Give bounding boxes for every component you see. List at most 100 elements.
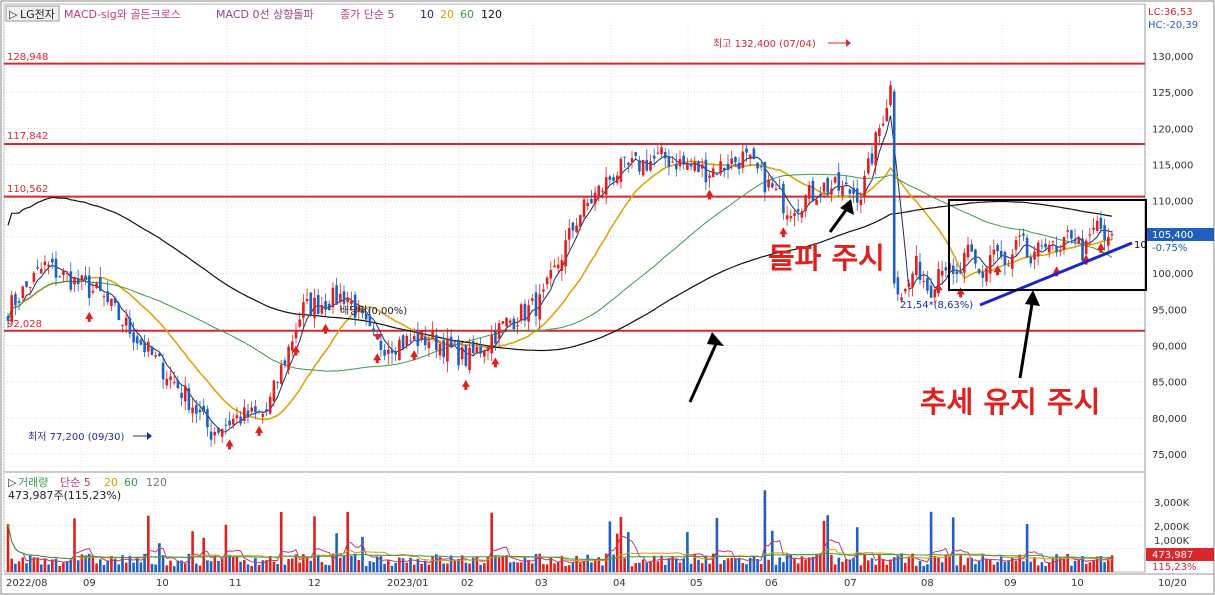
volume-ma-label: 단순 5 (60, 476, 91, 489)
ma-period-120: 120 (481, 8, 502, 21)
x-label: 2023/01 (387, 578, 429, 589)
candle-body (220, 428, 224, 437)
candle-body (678, 159, 682, 167)
candle-body (1062, 236, 1066, 250)
volume-bar (508, 562, 512, 572)
candle-body (1073, 239, 1077, 242)
volume-bar (604, 553, 608, 572)
volume-bar (158, 543, 161, 572)
volume-bar (734, 558, 737, 572)
volume-bar (309, 560, 313, 572)
candle-body (243, 407, 246, 421)
candle-body (113, 297, 117, 304)
volume-bar (457, 559, 460, 572)
volume-bar (1033, 557, 1036, 572)
candle-body (294, 331, 298, 339)
volume-bar (117, 564, 121, 572)
candle-body (542, 289, 545, 292)
level-label: 128,948 (7, 52, 48, 63)
candle-body (774, 188, 778, 191)
candle-body (759, 166, 763, 168)
volume-bar (778, 557, 781, 572)
candle-body (933, 289, 937, 298)
volume-bar (379, 556, 383, 572)
candle-body (538, 294, 541, 320)
volume-bar (183, 563, 187, 572)
volume-bar (305, 556, 309, 572)
candle-body (955, 271, 959, 275)
price-tick: 120,000 (1152, 124, 1193, 135)
candle-body (412, 336, 416, 340)
support-arrow (688, 343, 718, 403)
candle-body (579, 215, 582, 227)
volume-bar (446, 563, 449, 572)
candle-body (734, 156, 737, 163)
volume-bar (608, 521, 612, 572)
volume-bar (132, 562, 135, 572)
candle-body (464, 345, 468, 366)
volume-bar (634, 563, 637, 572)
current-change: -0.75% (1152, 243, 1187, 254)
candle-body (490, 335, 493, 354)
volume-bar (789, 555, 793, 572)
candle-body (350, 300, 353, 304)
volume-bar (76, 560, 80, 572)
volume-bar (331, 553, 335, 572)
candle-body (62, 270, 65, 276)
volume-bar (874, 564, 877, 572)
stock-name-box[interactable] (5, 5, 60, 22)
volume-bar (1095, 556, 1099, 572)
candle-body (1066, 230, 1069, 232)
x-label: 04 (613, 578, 626, 589)
candle-body (896, 277, 900, 295)
volume-bar (364, 566, 368, 572)
candle-body (789, 216, 793, 219)
candle-body (575, 225, 578, 233)
hc-value: HC:-20,39 (1148, 20, 1198, 31)
volume-bar (940, 562, 944, 572)
candle-body (257, 411, 261, 413)
candle-body (604, 177, 608, 195)
volume-bar (675, 558, 678, 572)
volume-bar (682, 558, 685, 572)
candle-body (689, 163, 693, 167)
volume-bar (881, 559, 885, 572)
volume-grid (4, 501, 1145, 550)
candle-body (132, 332, 135, 343)
breakout-label: 돌파 주시 (768, 241, 885, 275)
candle-body (309, 292, 313, 316)
candle-body (737, 162, 741, 170)
volume-bar (283, 564, 287, 572)
volume-bar (667, 558, 671, 572)
candle-body (435, 334, 438, 350)
volume-bar (1003, 561, 1007, 572)
price-grid (4, 55, 1145, 455)
volume-bar (948, 556, 951, 572)
candle-body (992, 249, 996, 255)
volume-bar (892, 557, 896, 572)
volume-bar (771, 530, 774, 572)
candle-body (830, 188, 833, 195)
volume-bar (475, 556, 479, 572)
signal-arrow (705, 189, 714, 200)
volume-bar (837, 557, 841, 572)
volume-bar (14, 563, 17, 572)
candle-body (431, 329, 434, 339)
candle-body (272, 380, 276, 402)
volume-bar (903, 562, 907, 572)
volume-bar (324, 564, 327, 572)
candle-body (567, 228, 571, 240)
volume-bar (368, 561, 372, 572)
candle-body (508, 320, 512, 323)
candle-body (124, 317, 128, 326)
volume-ma20-line (7, 523, 1113, 562)
candle-body (420, 330, 423, 341)
candle-body (1033, 251, 1036, 260)
volume-bar (700, 563, 704, 572)
volume-bar (387, 560, 390, 572)
volume-bar (43, 558, 47, 572)
volume-marker: ▷ (8, 476, 17, 489)
volume-legend: ▷ 거래량 단순 5 20 60 120 473,987주(115,23%) (8, 476, 167, 502)
price-tick: 80,000 (1152, 414, 1187, 425)
volume-bar (468, 563, 471, 572)
